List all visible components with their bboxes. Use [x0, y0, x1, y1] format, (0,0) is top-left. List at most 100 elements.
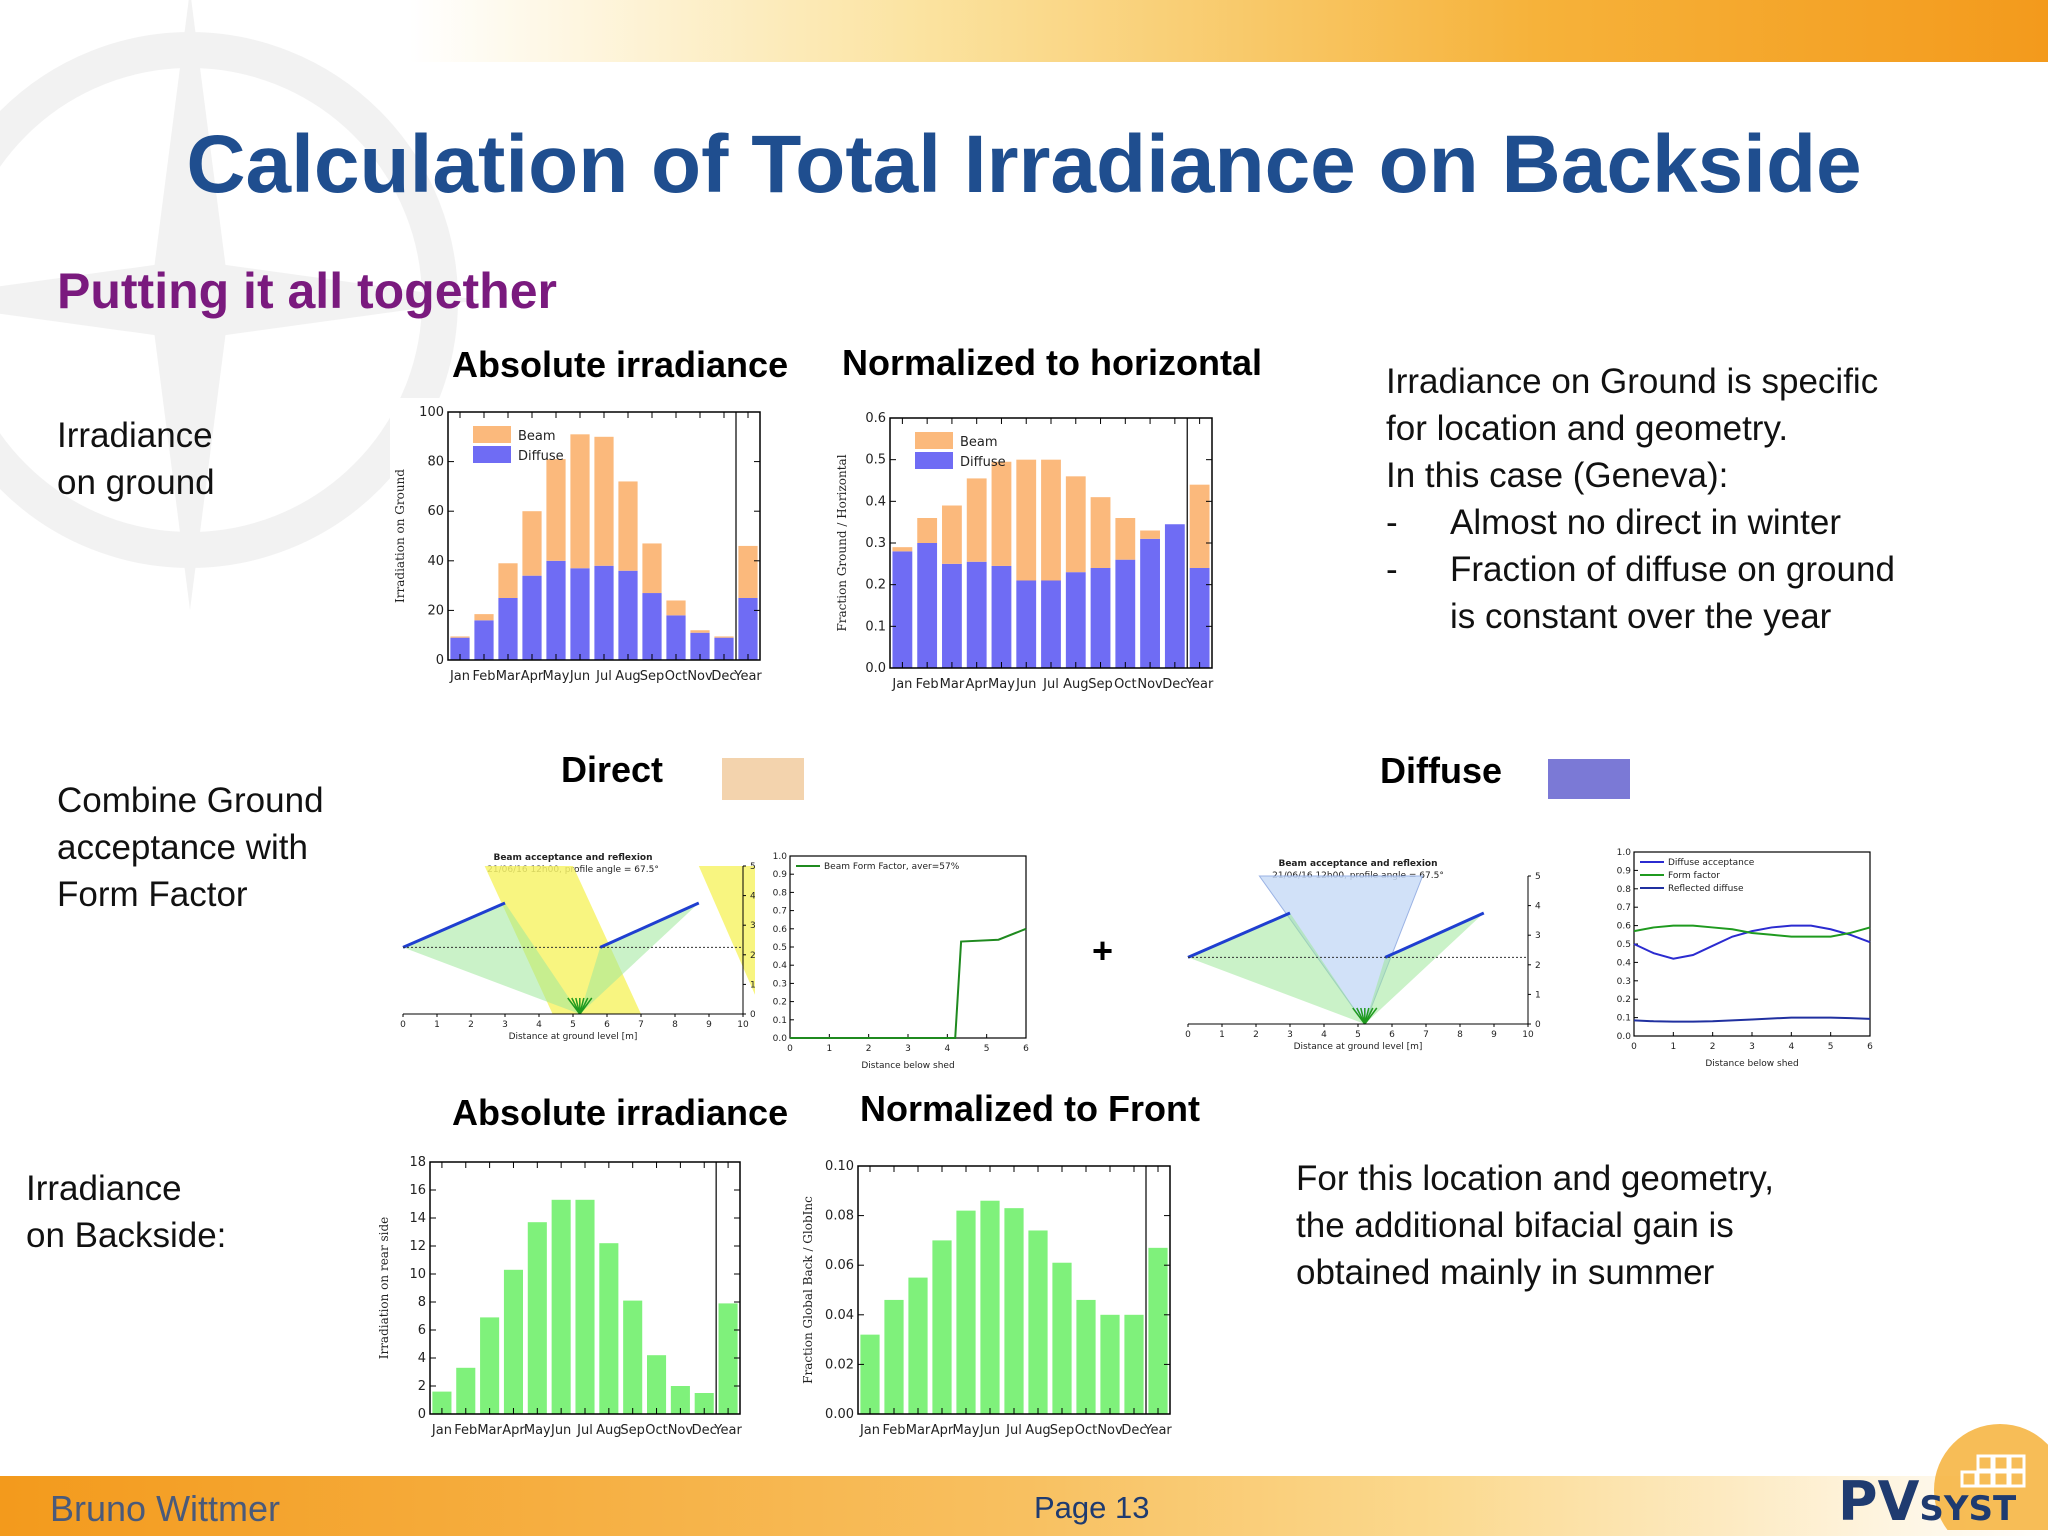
x-tick-label: 8 — [672, 1020, 678, 1030]
x-tick-label: May — [988, 677, 1015, 692]
chart-bar — [1016, 580, 1037, 668]
chart-bar — [575, 1199, 595, 1414]
legend-label: Diffuse acceptance — [1668, 858, 1755, 868]
y-tick-label: 40 — [427, 554, 444, 569]
y-tick-label: 12 — [409, 1239, 426, 1254]
chart-bar — [738, 598, 758, 660]
legend-swatch — [915, 452, 953, 469]
x-tick-label: Jan — [891, 677, 912, 692]
x-tick-label: Feb — [916, 677, 939, 692]
legend-label: Beam Form Factor, aver=57% — [824, 862, 960, 872]
x-tick-label: 0 — [1185, 1030, 1191, 1040]
chart-bar — [570, 568, 590, 660]
heading-absolute-irradiance-backside: Absolute irradiance — [452, 1092, 789, 1133]
direct-color-swatch — [722, 758, 804, 800]
chart-bar — [647, 1355, 667, 1414]
chart-bar — [618, 481, 638, 571]
backside-note: For this location and geometry, the addi… — [1296, 1155, 1996, 1296]
chart-bar — [1115, 518, 1136, 560]
chart-bar — [694, 1393, 714, 1414]
x-tick-label: 1 — [1219, 1030, 1225, 1040]
y-tick-label: 0.0 — [865, 661, 886, 676]
x-tick-label: 5 — [1828, 1042, 1834, 1052]
chart-bar — [1065, 476, 1086, 573]
x-tick-label: Year — [1143, 1423, 1172, 1438]
x-tick-label: May — [953, 1423, 980, 1438]
x-tick-label: Mar — [477, 1423, 502, 1438]
ground-point-ray — [1364, 1007, 1378, 1025]
chart-bar — [1065, 572, 1086, 668]
y-tick-label: 2 — [1535, 961, 1541, 971]
chart-bar — [503, 1269, 523, 1414]
y-tick-label: 0.06 — [825, 1258, 854, 1273]
x-tick-label: Jul — [1005, 1423, 1022, 1438]
y-tick-label: 5 — [750, 862, 755, 872]
y-tick-label: 4 — [418, 1351, 426, 1366]
chart-bar — [594, 436, 614, 566]
note-line: obtained mainly in summer — [1296, 1253, 1715, 1292]
chart-bar — [860, 1334, 880, 1414]
x-tick-label: Aug — [596, 1423, 621, 1438]
chart-backside-absolute: 0 2 4 6 8 10 12 14 16 18 Jan Feb Mar Apr May Jun Jul AugS… — [372, 1150, 762, 1445]
y-tick-label: 0 — [418, 1407, 426, 1422]
y-tick-label: 0.1 — [1617, 1014, 1631, 1024]
bullet-item: - Fraction of diffuse on ground — [1386, 546, 2026, 593]
y-tick-label: 1.0 — [1617, 848, 1632, 858]
diffuse-acceptance-diagram: Beam acceptance and reflexion21/06/16 12… — [1180, 854, 1550, 1064]
chart-bar — [1028, 1230, 1048, 1414]
x-tick-label: 4 — [1788, 1042, 1794, 1052]
y-tick-label: 4 — [1535, 902, 1541, 912]
y-tick-label: 0.4 — [865, 494, 886, 509]
y-axis-title: Irradiation on rear side — [377, 1217, 391, 1360]
chart-bar — [498, 598, 518, 660]
label-line: on ground — [57, 463, 215, 502]
y-tick-label: 0.8 — [1617, 885, 1632, 895]
bullet-continuation: is constant over the year — [1450, 597, 1832, 636]
diagram-title: Beam acceptance and reflexion — [493, 853, 652, 863]
x-tick-label: Sep — [640, 669, 665, 684]
y-tick-label: 0.4 — [1617, 958, 1632, 968]
x-tick-label: 10 — [1522, 1030, 1534, 1040]
x-tick-label: 6 — [1867, 1042, 1873, 1052]
series-line — [1633, 924, 1871, 960]
x-tick-label: 0 — [787, 1044, 793, 1054]
chart-bar — [917, 518, 938, 543]
footer-bar — [0, 1476, 2048, 1536]
pvsyst-logo: PVSYST — [1838, 1470, 2016, 1533]
y-tick-label: 0.2 — [773, 998, 787, 1008]
note-line: For this location and geometry, — [1296, 1159, 1774, 1198]
y-tick-label: 2 — [750, 951, 755, 961]
x-tick-label: Jul — [576, 1423, 593, 1438]
chart-bar — [480, 1317, 500, 1414]
x-tick-label: Sep — [1050, 1423, 1075, 1438]
y-tick-label: 0.7 — [773, 907, 787, 917]
label-line: Irradiance — [57, 416, 213, 455]
x-axis-title: Distance below shed — [1705, 1059, 1798, 1068]
chart-bar — [1164, 524, 1185, 668]
x-tick-label: Jun — [1015, 677, 1036, 692]
x-tick-label: 7 — [1423, 1030, 1429, 1040]
x-tick-label: Dec — [1121, 1423, 1146, 1438]
plus-sign: + — [1092, 930, 1114, 971]
x-tick-label: Nov — [1137, 677, 1163, 692]
x-tick-label: 6 — [604, 1020, 610, 1030]
x-axis-title: Distance at ground level [m] — [1294, 1042, 1423, 1052]
y-tick-label: 8 — [418, 1295, 426, 1310]
y-tick-label: 0.5 — [1617, 940, 1631, 950]
y-tick-label: 0.6 — [773, 925, 788, 935]
y-axis-title: Fraction Global Back / GlobInc — [801, 1196, 815, 1384]
chart-bar — [714, 636, 734, 638]
chart-background — [768, 848, 1034, 1068]
legend-label: Diffuse — [960, 455, 1006, 470]
x-tick-label: Oct — [645, 1423, 667, 1438]
pv-row — [599, 901, 700, 949]
chart-bar — [956, 1210, 976, 1414]
chart-bar — [666, 615, 686, 660]
bullet-item: - Almost no direct in winter — [1386, 499, 2026, 546]
y-axis-title: Irradiation on Ground — [393, 469, 407, 603]
chart-bar — [498, 563, 518, 598]
note-line: for location and geometry. — [1386, 409, 1789, 448]
chart-bar — [1140, 530, 1160, 539]
y-tick-label: 18 — [409, 1155, 426, 1170]
direct-label: Direct — [561, 749, 664, 790]
